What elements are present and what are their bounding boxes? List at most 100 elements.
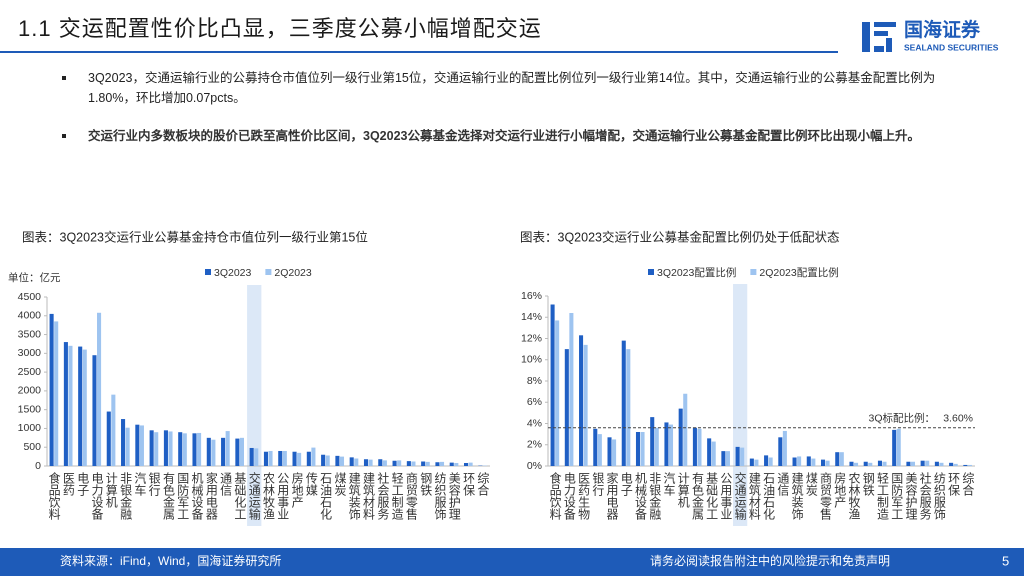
bar (668, 424, 674, 466)
legend-swatch (205, 269, 211, 275)
x-tick-label: 社会服务 (918, 471, 932, 520)
x-tick-label: 汽车 (133, 471, 147, 497)
bar (321, 454, 326, 466)
bar (555, 320, 560, 466)
x-tick-label: 国防军工 (890, 472, 904, 520)
x-tick-label: 美容护理 (904, 472, 918, 520)
bar (768, 457, 773, 466)
y-tick-label: 3500 (18, 328, 42, 340)
x-tick-label: 计算机 (676, 472, 690, 508)
bullet: 3Q2023，交通运输行业的公募持仓市值位列一级行业第15位，交通运输行业的配置… (62, 68, 962, 108)
bar (168, 431, 173, 466)
bar (421, 461, 426, 466)
bar (735, 446, 740, 466)
x-tick-label: 有色金属 (161, 472, 175, 521)
bar (154, 432, 159, 466)
bar (263, 451, 268, 466)
y-tick-label: 6% (527, 396, 542, 408)
logo-icon (862, 22, 896, 52)
bar (339, 456, 345, 466)
x-tick-label: 纺织服饰 (932, 472, 946, 520)
x-tick-label: 石油石化 (319, 472, 333, 521)
x-tick-label: 建筑材料 (362, 472, 376, 520)
y-tick-label: 2000 (18, 385, 42, 397)
x-tick-label: 商贸零售 (404, 471, 418, 520)
bar (939, 462, 944, 466)
bar (967, 464, 972, 466)
bar (435, 462, 440, 466)
bar (368, 459, 373, 466)
x-tick-label: 非银金融 (119, 472, 133, 521)
y-tick-label: 3000 (18, 347, 42, 359)
bar (78, 346, 83, 466)
bar (278, 450, 283, 466)
bar (306, 451, 311, 466)
x-tick-label: 农林牧渔 (262, 472, 276, 520)
bar (697, 428, 702, 466)
bar (349, 457, 354, 466)
bar (268, 450, 273, 466)
y-tick-label: 10% (521, 354, 542, 366)
bar (249, 447, 254, 466)
y-tick-label: 0% (527, 460, 542, 472)
footer-source: 资料来源：iFind，Wind，国海证券研究所 (60, 553, 281, 568)
legend-label: 2Q2023配置比例 (759, 266, 838, 279)
bar (635, 432, 641, 466)
bar (135, 424, 140, 466)
bar (906, 461, 911, 466)
bar (139, 425, 144, 466)
bar (206, 437, 211, 466)
bar (569, 313, 574, 466)
bar (640, 432, 645, 466)
x-tick-label: 医药生物 (577, 472, 591, 520)
bar (835, 452, 840, 466)
bar (121, 419, 126, 466)
bar (463, 462, 469, 466)
reference-value: 3.60% (943, 413, 973, 425)
bar (806, 456, 811, 466)
bar (449, 462, 454, 466)
bar (621, 340, 626, 466)
x-tick-label: 农林牧渔 (847, 472, 861, 520)
x-tick-label: 房地产 (290, 471, 304, 509)
bar (925, 460, 930, 466)
x-tick-label: 汽车 (662, 471, 676, 497)
bar (863, 461, 868, 466)
bar (311, 447, 316, 466)
x-tick-label: 煤炭 (804, 472, 818, 497)
bar (764, 455, 769, 466)
y-tick-label: 1000 (18, 422, 42, 434)
bar (564, 349, 569, 466)
bar (378, 459, 383, 466)
bar (239, 437, 244, 466)
bar (597, 434, 602, 466)
bar (282, 450, 287, 466)
bar (877, 460, 882, 466)
bar (125, 427, 130, 466)
x-tick-label: 食品饮料 (548, 471, 562, 520)
bar (325, 455, 330, 466)
bar (363, 459, 369, 466)
x-tick-label: 电子 (619, 472, 633, 496)
bar (654, 427, 659, 466)
y-tick-label: 16% (521, 290, 542, 302)
bar (963, 464, 968, 466)
chart-title: 图表：3Q2023交运行业公募基金配置比例仍处于低配状态 (520, 229, 839, 244)
x-tick-label: 煤炭 (333, 472, 347, 497)
bar (825, 460, 830, 466)
bar (820, 459, 826, 466)
bar (721, 451, 726, 466)
bar (235, 438, 240, 466)
x-tick-label: 医药 (61, 472, 75, 496)
chart-title: 图表：3Q2023交运行业公募基金持仓市值位列一级行业第15位 (22, 229, 368, 244)
bar (607, 437, 612, 466)
x-tick-label: 交通运输 (733, 471, 747, 521)
bullet: 交运行业内多数板块的股价已跌至高性价比区间，3Q2023公募基金选择对交运行业进… (62, 126, 962, 146)
bar (797, 456, 802, 466)
x-tick-label: 钢铁 (861, 472, 875, 496)
bar (411, 461, 416, 466)
x-tick-label: 有色金属 (690, 472, 704, 521)
bar (612, 439, 617, 466)
